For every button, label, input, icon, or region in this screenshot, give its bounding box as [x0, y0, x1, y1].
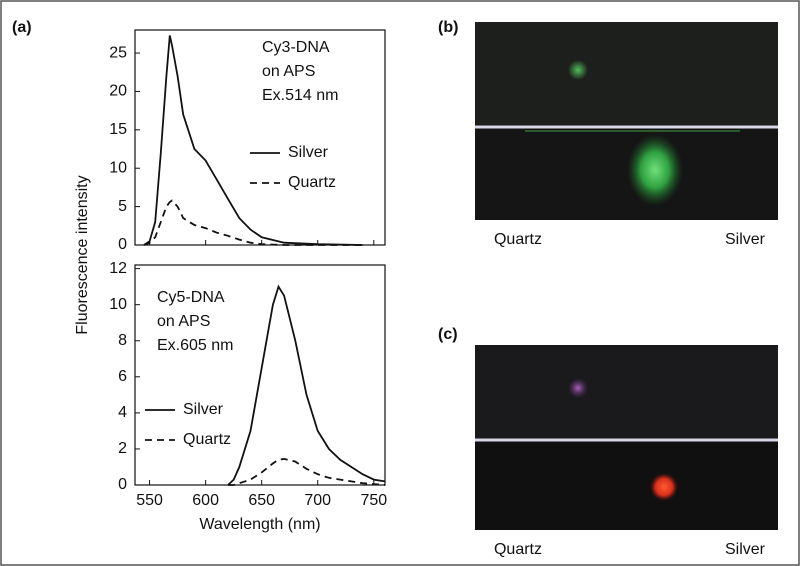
x-axis-label: Wavelength (nm) [199, 516, 320, 533]
plot-frame [134, 264, 386, 486]
y-tick-label: 5 [118, 198, 127, 215]
y-tick-label: 10 [109, 159, 127, 176]
y-tick-label: 0 [118, 476, 127, 493]
spot [568, 378, 588, 398]
legend-label: Silver [288, 144, 329, 161]
annotation: on APS [262, 63, 315, 80]
legend-label: Quartz [288, 174, 336, 191]
y-tick-label: 2 [118, 440, 127, 457]
spot [627, 134, 683, 206]
annotation: on APS [157, 313, 210, 330]
x-tick-label: 650 [248, 492, 275, 509]
image-panel-c [475, 345, 778, 530]
y-axis-label: Fluorescence intensity [74, 175, 91, 334]
y-tick-label: 20 [109, 83, 127, 100]
annotation: Cy5-DNA [157, 289, 225, 306]
x-tick-label: 750 [360, 492, 387, 509]
series-line [227, 284, 386, 486]
annotation: Ex.605 nm [157, 337, 233, 354]
x-tick-label: 550 [136, 492, 163, 509]
panel-label: (a) [12, 19, 32, 36]
y-tick-label: 4 [118, 404, 127, 421]
caption: Quartz [494, 231, 542, 248]
y-tick-label: 12 [109, 260, 127, 277]
spot [650, 473, 678, 501]
x-tick-label: 600 [192, 492, 219, 509]
y-tick-label: 15 [109, 121, 127, 138]
spot [568, 60, 588, 80]
annotation: Ex.514 nm [262, 87, 338, 104]
annotation: Cy3-DNA [262, 39, 330, 56]
caption: Silver [725, 541, 766, 558]
y-tick-label: 8 [118, 332, 127, 349]
y-tick-label: 6 [118, 368, 127, 385]
micrograph-upper [475, 345, 778, 438]
y-tick-label: 0 [118, 236, 127, 253]
legend-label: Quartz [183, 431, 231, 448]
micrograph-upper [475, 22, 778, 125]
series-line [143, 199, 363, 246]
plot-frame [134, 29, 386, 246]
legend-label: Silver [183, 401, 224, 418]
y-tick-label: 25 [109, 44, 127, 61]
y-tick-label: 10 [109, 296, 127, 313]
series-line [143, 35, 363, 246]
caption: Silver [725, 231, 766, 248]
panel-label: (c) [438, 326, 458, 343]
series-line [228, 457, 386, 486]
panel-label: (b) [438, 19, 458, 36]
image-panel-b [475, 22, 778, 220]
caption: Quartz [494, 541, 542, 558]
x-tick-label: 700 [304, 492, 331, 509]
